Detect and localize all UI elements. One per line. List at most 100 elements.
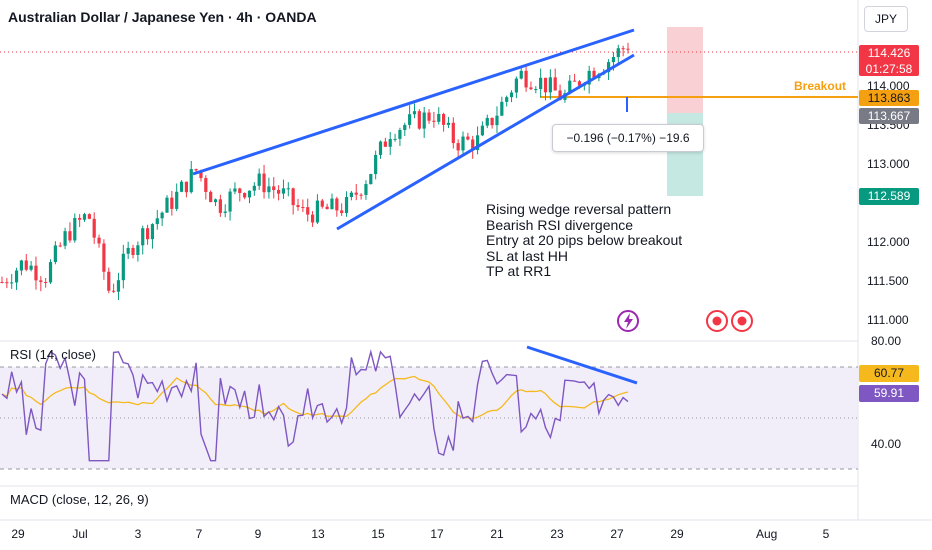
candle-up	[73, 217, 77, 241]
rsi-ma-line	[1, 375, 629, 420]
note-line: SL at last HH	[486, 247, 568, 264]
time-tick: 23	[550, 527, 564, 541]
candle-down	[335, 198, 339, 211]
current-price-tag: 114.426 01:27:58	[859, 45, 919, 76]
candle-down	[44, 281, 48, 283]
candle-up	[344, 197, 349, 214]
candle-up	[500, 101, 504, 116]
wedge-upper-trendline	[192, 28, 635, 176]
time-tick: Jul	[72, 527, 88, 541]
candle-up	[422, 112, 426, 129]
price-tick: 114.000	[867, 79, 910, 93]
price-tick: 111.500	[867, 274, 909, 288]
candle-up	[514, 78, 518, 93]
current-price-value: 114.426	[867, 46, 911, 60]
time-tick: 29	[670, 527, 684, 541]
candle-down	[383, 141, 387, 147]
economic-event-icon[interactable]	[731, 310, 753, 332]
candle-up	[228, 191, 232, 212]
time-tick: 29	[11, 527, 25, 541]
candle-down	[471, 139, 475, 151]
candle-up	[568, 80, 572, 94]
candle-up	[374, 154, 378, 175]
note-line: Rising wedge reversal pattern	[486, 201, 672, 217]
candle-down	[107, 271, 111, 291]
candle-down	[87, 214, 91, 219]
rsi-tick: 40.00	[871, 437, 902, 451]
candle-up	[403, 124, 407, 130]
candle-down	[490, 117, 494, 126]
note-line: Bearish RSI divergence	[486, 216, 634, 233]
candle-up	[121, 253, 125, 281]
candle-up	[480, 125, 485, 136]
candle-down	[577, 81, 582, 86]
measure-tooltip: −0.196 (−0.17%) −19.6	[552, 124, 704, 152]
candle-up	[126, 247, 130, 254]
candle-down	[320, 200, 324, 207]
candle-down	[78, 217, 82, 220]
candle-up	[165, 197, 169, 213]
candle-up	[548, 77, 552, 93]
candle-up	[29, 265, 33, 270]
candle-down	[112, 290, 116, 292]
candle-up	[19, 260, 24, 271]
candle-down	[262, 173, 266, 193]
candle-up	[14, 270, 19, 283]
analysis-notes: Rising wedge reversal pattern Bearish RS…	[486, 201, 682, 280]
breakout-price-tag: 113.863	[859, 90, 919, 106]
candle-up	[141, 228, 145, 246]
stop-loss-zone	[667, 27, 703, 113]
candle-up	[150, 224, 155, 240]
economic-event-icon[interactable]	[706, 310, 728, 332]
candle-up	[63, 231, 67, 246]
candle-up	[247, 190, 252, 198]
time-tick: 3	[134, 527, 142, 541]
candle-up	[505, 97, 509, 102]
candle-down	[340, 210, 344, 214]
candle-up	[116, 280, 121, 292]
candle-up	[393, 138, 397, 140]
candle-up	[461, 136, 465, 151]
candle-up	[189, 169, 193, 193]
wedge-lower-trendline	[336, 53, 635, 231]
target-price-tag: 112.589	[859, 188, 919, 205]
time-tick: Aug	[756, 527, 778, 541]
rsi-line	[1, 349, 629, 462]
rsi-value-tag: 59.91	[859, 385, 919, 402]
candle-down	[5, 282, 9, 284]
candle-down	[0, 282, 4, 283]
lightning-event-icon[interactable]	[617, 310, 639, 332]
candle-up	[349, 192, 353, 198]
candle-up	[267, 186, 271, 193]
candlestick-series	[0, 42, 630, 300]
candle-up	[408, 114, 412, 125]
candle-up	[179, 181, 184, 192]
candle-down	[558, 90, 562, 100]
candle-down	[310, 214, 315, 223]
candle-down	[524, 70, 528, 88]
rsi-title: RSI (14, close)	[10, 347, 96, 362]
candle-down	[199, 170, 203, 179]
candle-up	[412, 111, 417, 115]
candle-up	[213, 199, 218, 203]
candle-down	[24, 260, 28, 270]
candle-down	[592, 70, 596, 79]
candle-up	[519, 70, 523, 79]
candle-up	[475, 135, 480, 151]
rsi-divergence-line	[526, 345, 638, 385]
candle-down	[68, 231, 72, 241]
candle-down	[34, 265, 38, 281]
candle-up	[175, 191, 179, 209]
currency-button[interactable]: JPY	[864, 6, 908, 32]
candle-up	[252, 185, 256, 191]
candle-down	[529, 87, 533, 90]
breakout-label: Breakout	[794, 79, 847, 93]
rsi-tick: 80.00	[871, 334, 902, 348]
candle-down	[243, 193, 247, 198]
candle-down	[354, 192, 358, 195]
candle-down	[291, 188, 295, 206]
candle-up	[233, 188, 237, 192]
candle-down	[573, 80, 577, 82]
candle-up	[257, 173, 261, 186]
